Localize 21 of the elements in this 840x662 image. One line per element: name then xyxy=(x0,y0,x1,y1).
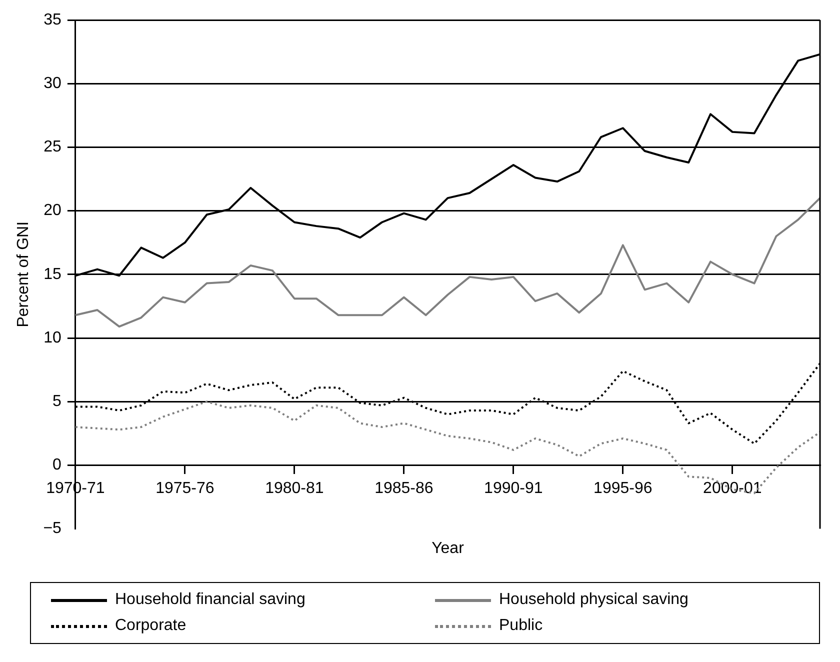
y-tick-label: 0 xyxy=(52,456,62,474)
x-axis-title: Year xyxy=(432,540,465,557)
x-tick-label: 1980-81 xyxy=(265,480,324,498)
x-tick-label: 1995-96 xyxy=(594,480,652,498)
y-tick-label: −5 xyxy=(43,520,62,538)
legend-label: Household physical saving xyxy=(499,591,688,609)
y-axis-title: Percent of GNI xyxy=(15,221,32,328)
x-tick-label: 1975-76 xyxy=(156,480,214,498)
x-tick-label: 1985-86 xyxy=(374,480,434,498)
x-tick-label: 2000-01 xyxy=(703,480,762,498)
legend-label: Public xyxy=(499,617,543,635)
y-tick-label: 35 xyxy=(44,11,62,28)
x-tick-label: 1990-91 xyxy=(484,480,543,498)
y-tick-label: 10 xyxy=(44,329,62,346)
y-tick-label: 20 xyxy=(44,202,62,220)
y-tick-label: 30 xyxy=(44,75,62,92)
y-tick-label: 5 xyxy=(52,393,62,410)
legend-label: Household financial saving xyxy=(115,591,306,609)
legend-label: Corporate xyxy=(115,617,186,635)
y-tick-label: 15 xyxy=(44,266,62,283)
y-tick-label: 25 xyxy=(44,138,62,156)
